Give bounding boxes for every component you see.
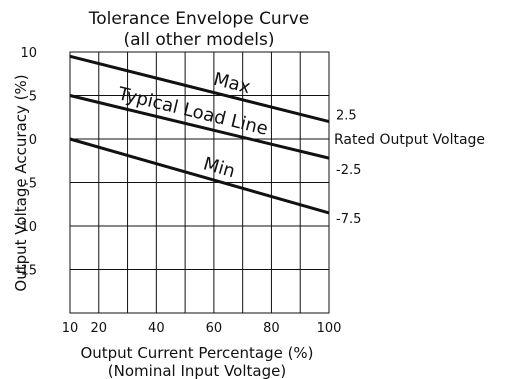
series-line-typical [69, 94, 330, 160]
x-axis-label: Output Current Percentage (%) [80, 344, 313, 362]
series-end-label-min: -7.5 [336, 212, 361, 227]
x-tick-label-10: 10 [62, 321, 79, 336]
chart-subtitle: (all other models) [123, 30, 274, 50]
reference-line-group: Rated Output Voltage [70, 132, 485, 148]
x-tick-label-20: 20 [91, 321, 108, 336]
x-tick-label-100: 100 [317, 321, 342, 336]
y-tick-label-neg15: -15 [16, 264, 37, 279]
reference-line-label: Rated Output Voltage [334, 132, 485, 148]
x-axis-sublabel: (Nominal Input Voltage) [108, 362, 286, 379]
tick-labels: 10 20 40 60 80 100 10 5 0 -5 -10 -15 [16, 46, 342, 336]
chart-title: Tolerance Envelope Curve [88, 9, 309, 29]
x-tick-label-80: 80 [263, 321, 280, 336]
series-end-label-typical: -2.5 [336, 163, 361, 178]
plot-frame [69, 51, 330, 314]
x-tick-label-60: 60 [206, 321, 223, 336]
x-tick-label-40: 40 [148, 321, 165, 336]
y-tick-label-0: 0 [29, 133, 37, 148]
series-lines [69, 54, 330, 215]
series-line-min [69, 137, 330, 215]
y-axis-label: Output Voltage Accuracy (%) [12, 74, 30, 291]
series-line-max [69, 54, 330, 124]
y-tick-label-neg10: -10 [16, 220, 37, 235]
y-tick-label-5: 5 [29, 90, 37, 105]
series-end-label-max: 2.5 [336, 109, 357, 124]
y-tick-label-10: 10 [20, 46, 37, 61]
y-tick-label-neg5: -5 [24, 177, 37, 192]
grid [69, 51, 330, 314]
